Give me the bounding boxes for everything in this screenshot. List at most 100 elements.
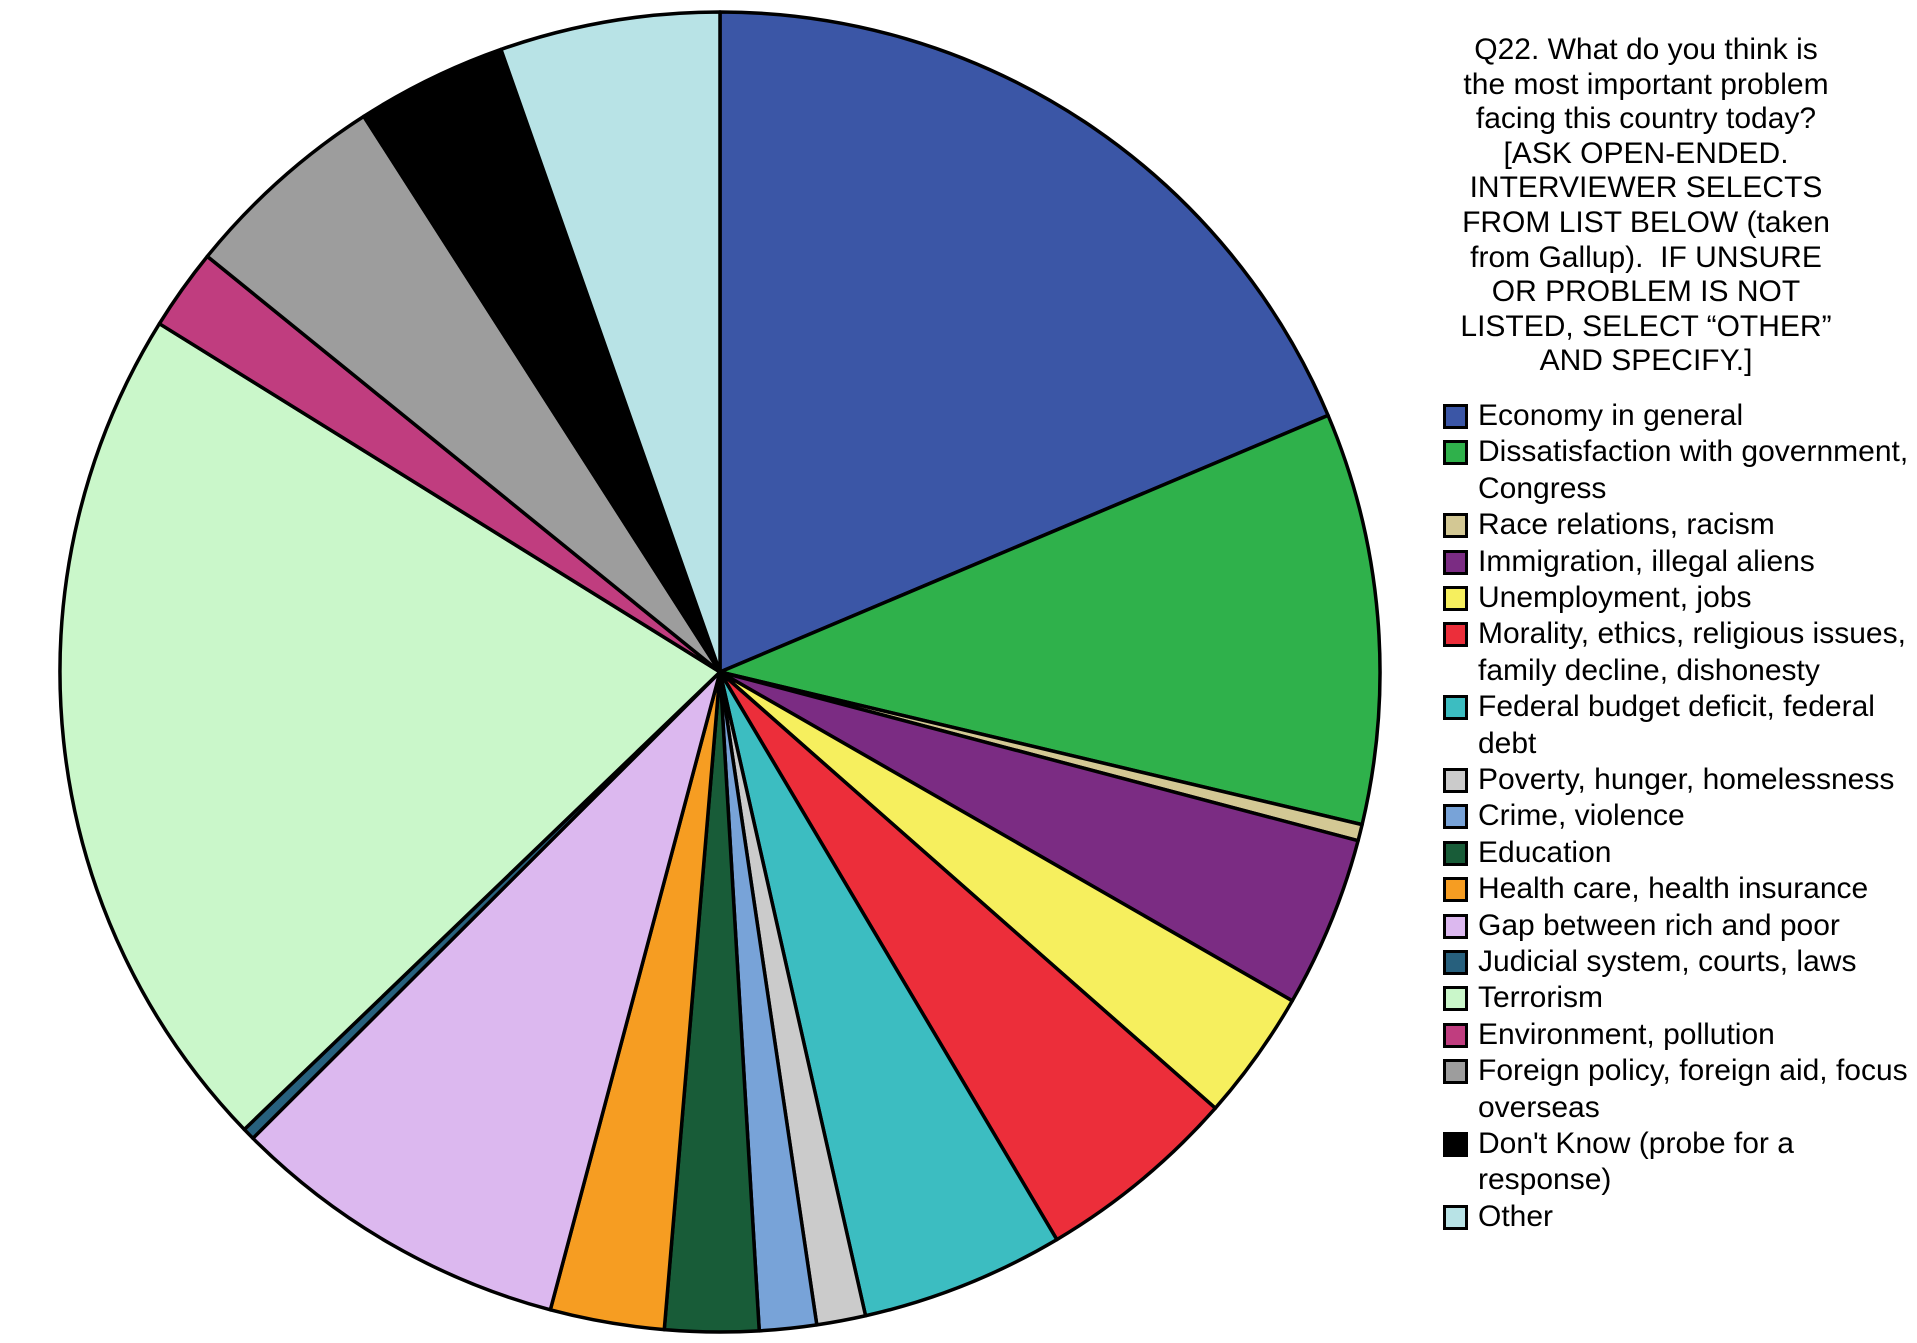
legend-swatch — [1443, 440, 1468, 466]
legend-label: Immigration, illegal aliens — [1478, 544, 1815, 580]
legend-swatch — [1443, 695, 1468, 721]
legend-label-line: Race relations, racism — [1478, 508, 1775, 542]
legend-label-line: Federal budget deficit, federal — [1478, 690, 1875, 724]
legend-item-economy: Economy in general — [1443, 398, 1910, 434]
question-line: FROM LIST BELOW (taken — [1462, 205, 1830, 239]
pie-slice-dissatisfaction-government — [718, 413, 1382, 827]
pie-slice-immigration — [718, 670, 1360, 1003]
question-line: the most important problem — [1463, 67, 1829, 101]
legend-label-line: Judicial system, courts, laws — [1478, 945, 1857, 979]
legend-label: Gap between rich and poor — [1478, 908, 1840, 944]
pie-slice-other — [499, 10, 722, 674]
legend-label: Federal budget deficit, federal debt — [1478, 689, 1875, 762]
legend-item-environment: Environment, pollution — [1443, 1017, 1910, 1053]
legend-label: Other — [1478, 1199, 1553, 1235]
pie-slice-economy — [718, 10, 1330, 674]
legend-label-line: family decline, dishonesty — [1478, 653, 1820, 687]
legend-label-line: overseas — [1478, 1090, 1600, 1124]
legend-label: Race relations, racism — [1478, 507, 1775, 543]
legend-label: Health care, health insurance — [1478, 871, 1868, 907]
legend-label-line: Don't Know (probe for a — [1478, 1127, 1794, 1161]
legend-swatch — [1443, 768, 1468, 793]
legend-label-line: Unemployment, jobs — [1478, 580, 1752, 614]
legend: Economy in general Dissatisfaction with … — [1443, 398, 1910, 1235]
legend-label: Foreign policy, foreign aid, focus overse… — [1478, 1053, 1908, 1126]
pie-chart — [58, 10, 1382, 1334]
question-line: AND SPECIFY.] — [1539, 344, 1753, 378]
legend-label-line: Gap between rich and poor — [1478, 908, 1840, 942]
legend-label-line: Health care, health insurance — [1478, 872, 1869, 906]
legend-swatch — [1443, 913, 1468, 939]
legend-swatch — [1443, 1132, 1468, 1158]
legend-label-line: Economy in general — [1478, 398, 1744, 432]
legend-item-gap-rich-poor: Gap between rich and poor — [1443, 908, 1910, 944]
legend-label-line: response) — [1478, 1163, 1612, 1197]
question-line: INTERVIEWER SELECTS — [1469, 171, 1823, 205]
legend-swatch — [1443, 549, 1468, 575]
legend-item-foreign-policy: Foreign policy, foreign aid, focus overse… — [1443, 1053, 1910, 1126]
legend-item-crime: Crime, violence — [1443, 798, 1910, 834]
legend-item-poverty: Poverty, hunger, homelessness — [1443, 762, 1910, 798]
legend-label: Poverty, hunger, homelessness — [1478, 762, 1894, 798]
pie-slice-foreign-policy — [205, 114, 722, 674]
pie-slice-gap-rich-poor — [251, 670, 722, 1312]
legend-swatch — [1443, 622, 1468, 648]
legend-label-line: Other — [1478, 1199, 1554, 1233]
legend-label-line: Congress — [1478, 471, 1607, 505]
legend-label-line: Dissatisfaction with government, — [1478, 435, 1909, 469]
question-line: [ASK OPEN-ENDED. — [1503, 136, 1789, 170]
legend-label: Unemployment, jobs — [1478, 580, 1751, 616]
legend-item-immigration: Immigration, illegal aliens — [1443, 544, 1910, 580]
legend-item-dissatisfaction-government: Dissatisfaction with government, Congress — [1443, 434, 1910, 507]
legend-item-education: Education — [1443, 835, 1910, 871]
legend-swatch — [1443, 840, 1468, 866]
legend-label: Don't Know (probe for a response) — [1478, 1126, 1794, 1199]
legend-swatch — [1443, 986, 1468, 1012]
legend-label: Environment, pollution — [1478, 1017, 1775, 1053]
pie-slice-federal-budget — [718, 670, 1059, 1318]
question-line: OR PROBLEM IS NOT — [1491, 275, 1801, 309]
question-line: from Gallup). IF UNSURE — [1470, 240, 1822, 274]
legend-swatch — [1443, 1059, 1468, 1085]
question-text: Q22. What do you think is the most import… — [1436, 33, 1856, 379]
legend-item-terrorism: Terrorism — [1443, 980, 1910, 1016]
legend-swatch — [1443, 804, 1468, 830]
legend-label: Terrorism — [1478, 980, 1603, 1016]
legend-label: Judicial system, courts, laws — [1478, 944, 1856, 980]
legend-item-federal-budget: Federal budget deficit, federal debt — [1443, 689, 1910, 762]
right-panel: Q22. What do you think is the most import… — [1436, 33, 1910, 1235]
legend-swatch — [1443, 513, 1468, 539]
legend-swatch — [1443, 1022, 1468, 1048]
legend-swatch — [1443, 585, 1468, 611]
legend-label-line: Immigration, illegal aliens — [1478, 544, 1815, 578]
legend-label-line: Education — [1478, 835, 1612, 869]
question-line: facing this country today? — [1475, 102, 1817, 136]
question-line: LISTED, SELECT “OTHER” — [1460, 309, 1832, 343]
pie-slice-morality — [718, 670, 1218, 1242]
legend-item-morality: Morality, ethics, religious issues, famil… — [1443, 616, 1910, 689]
legend-swatch — [1443, 950, 1468, 976]
question-line: Q22. What do you think is — [1474, 33, 1818, 66]
legend-swatch — [1443, 403, 1468, 429]
legend-label-line: Environment, pollution — [1478, 1017, 1775, 1051]
legend-item-other: Other — [1443, 1199, 1910, 1235]
legend-swatch — [1443, 877, 1468, 903]
legend-label-line: Crime, violence — [1478, 799, 1685, 833]
legend-label-line: Foreign policy, foreign aid, focus — [1478, 1054, 1908, 1088]
legend-label-line: Terrorism — [1478, 981, 1603, 1015]
legend-label-line: Morality, ethics, religious issues, — [1478, 617, 1906, 651]
legend-item-unemployment: Unemployment, jobs — [1443, 580, 1910, 616]
legend-label-line: debt — [1478, 726, 1537, 760]
legend-item-health-care: Health care, health insurance — [1443, 871, 1910, 907]
legend-label-line: Poverty, hunger, homelessness — [1478, 763, 1895, 796]
legend-label: Economy in general — [1478, 398, 1743, 434]
legend-label: Morality, ethics, religious issues, famil… — [1478, 616, 1906, 689]
legend-item-judicial-system: Judicial system, courts, laws — [1443, 944, 1910, 980]
legend-label: Dissatisfaction with government, Congress — [1478, 434, 1908, 507]
legend-label: Education — [1478, 835, 1611, 871]
legend-item-race-relations: Race relations, racism — [1443, 507, 1910, 543]
legend-item-dont-know: Don't Know (probe for a response) — [1443, 1126, 1910, 1199]
legend-label: Crime, violence — [1478, 798, 1685, 834]
pie-slice-terrorism — [58, 321, 722, 1132]
